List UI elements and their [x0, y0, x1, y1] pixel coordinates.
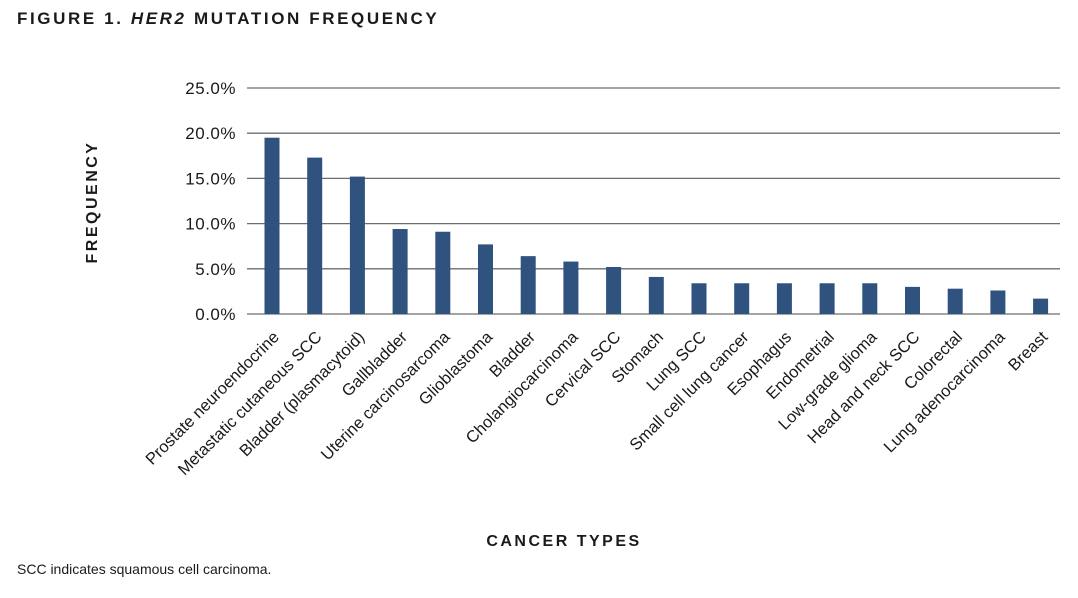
figure-gene-name: HER2 — [130, 9, 187, 28]
figure-label: FIGURE 1. — [17, 9, 124, 28]
bar — [264, 137, 280, 314]
bar — [1033, 298, 1049, 314]
bar — [734, 283, 750, 314]
bar — [776, 283, 792, 314]
footnote: SCC indicates squamous cell carcinoma. — [17, 561, 272, 577]
bar — [819, 283, 835, 314]
bar — [606, 266, 622, 314]
bar — [648, 276, 664, 314]
bar — [349, 176, 365, 314]
x-axis-title: CANCER TYPES — [486, 533, 641, 550]
bar-chart: 0.0% 5.0% 10.0% 15.0% 20.0% 25.0% Prostate ne… — [84, 79, 1060, 550]
figure-title-text: MUTATION FREQUENCY — [193, 9, 440, 28]
y-axis-title: FREQUENCY — [84, 141, 101, 264]
y-tick-label: 0.0% — [195, 305, 236, 324]
x-tick-label: Glioblastoma — [416, 328, 497, 409]
bar — [520, 256, 536, 314]
bar — [392, 229, 408, 314]
figure-title: FIGURE 1. HER2 MUTATION FREQUENCY — [17, 9, 439, 29]
bars — [264, 137, 1049, 314]
bar — [905, 286, 920, 314]
y-tick-label: 20.0% — [185, 124, 236, 143]
bar — [947, 288, 963, 314]
bar — [307, 157, 323, 314]
y-tick-label: 10.0% — [185, 215, 236, 234]
y-axis-tick-labels: 0.0% 5.0% 10.0% 15.0% 20.0% 25.0% — [185, 79, 236, 324]
bar — [862, 283, 878, 314]
y-tick-label: 25.0% — [185, 79, 236, 98]
bar — [435, 231, 451, 314]
bar — [990, 290, 1006, 314]
bar — [563, 261, 579, 314]
bar — [478, 244, 493, 314]
y-tick-label: 15.0% — [185, 169, 236, 188]
y-tick-label: 5.0% — [195, 260, 236, 279]
bar — [691, 283, 707, 314]
x-tick-label: Breast — [1005, 328, 1052, 375]
